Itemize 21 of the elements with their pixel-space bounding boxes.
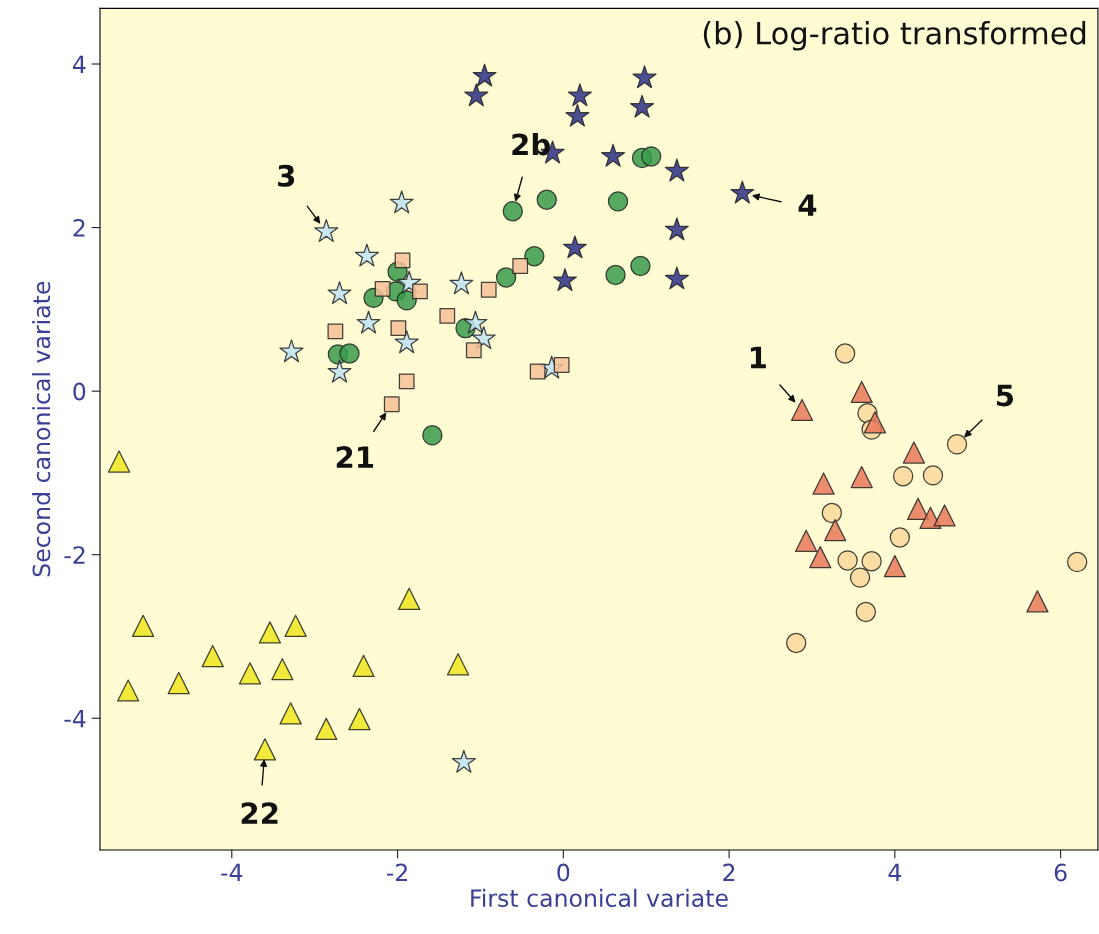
y-axis-title: Second canonical variate: [32, 281, 51, 577]
annotation: 22: [241, 802, 278, 824]
annotation: 3: [278, 164, 295, 187]
annotation: 4: [798, 194, 817, 216]
annotation: 2b: [512, 132, 550, 156]
y-tick-label: 0: [73, 382, 86, 401]
annotation: 21: [336, 446, 374, 468]
x-tick-label: 0: [557, 863, 570, 882]
annotation: 5: [997, 384, 1014, 407]
x-axis-title: First canonical variate: [471, 888, 728, 908]
y-tick-label: 4: [72, 55, 86, 73]
y-tick-label: -2: [64, 546, 85, 564]
chart-title: (b) Log-ratio transformed: [703, 21, 1086, 51]
annotation: 1: [750, 346, 766, 369]
x-tick-label: -4: [221, 863, 243, 882]
x-tick-label: 6: [1054, 863, 1067, 882]
x-tick-label: 2: [723, 863, 735, 882]
y-tick-label: -4: [64, 710, 86, 728]
x-tick-label: 4: [888, 863, 902, 882]
y-tick-label: 2: [73, 219, 85, 237]
x-tick-label: -2: [386, 863, 407, 882]
